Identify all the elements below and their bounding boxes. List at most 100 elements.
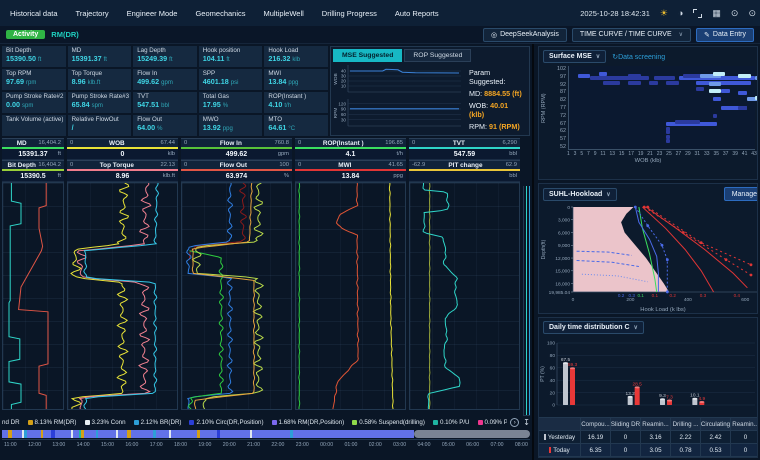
- table-header-cell: Drilling ...: [671, 418, 701, 431]
- heatmap-xtick: 43: [751, 151, 757, 157]
- timeline-segment: [41, 430, 43, 438]
- metric-label: MD: [71, 47, 82, 54]
- right-area: Surface MSE ∨ ↻Data screening RPM (RPM) 1…: [532, 44, 760, 460]
- track-4: 0 ROP(Instant ) 196.85 4.1 t/h 0 MWI 41.65 13.84…: [295, 138, 406, 416]
- track-plot: [295, 182, 406, 410]
- metric-unit: ft: [103, 57, 107, 63]
- time-tick-label: 07:00: [490, 442, 504, 448]
- timeline-scrollbar[interactable]: [414, 430, 530, 438]
- time-tick-label: 04:00: [417, 442, 431, 448]
- curve-value: 15391.37: [18, 150, 48, 158]
- hookload-chart: 0 3,000 6,000 9,000 12,000 15,000 18,000 19,985…: [539, 204, 757, 306]
- track-gutter: [523, 186, 530, 416]
- heatmap-ytick: 87: [560, 89, 566, 96]
- metric-cell: SPP 4601.18 psi: [198, 69, 263, 90]
- apps-icon[interactable]: ▦: [712, 7, 721, 18]
- svg-text:0.2: 0.2: [618, 293, 625, 298]
- theme-icon[interactable]: ◑: [677, 7, 684, 18]
- svg-text:60: 60: [341, 112, 347, 117]
- timeline-segment: [200, 430, 217, 438]
- tab-rop-suggested[interactable]: ROP Suggested: [404, 49, 472, 62]
- download-icon[interactable]: ↧: [523, 418, 530, 427]
- param-value: 8884.55 (ft): [484, 89, 522, 98]
- manage-button[interactable]: Manage: [723, 187, 757, 201]
- track-value-row: bbl: [409, 171, 520, 182]
- heatmap-cell: [738, 90, 747, 95]
- metric-label: MTO: [268, 116, 283, 123]
- curve-unit: gpm: [277, 151, 289, 157]
- surface-mse-select[interactable]: Surface MSE ∨: [543, 50, 607, 63]
- svg-text:30: 30: [341, 117, 347, 122]
- daily-time-chart: 0 20 40 60 80 100 PT (%) 67.5 59.3 13.2 28.5 9.3 7.3…: [539, 337, 757, 415]
- metric-unit: t/h: [284, 103, 292, 109]
- heatmap-cell: [666, 127, 671, 132]
- tab-mse-suggested[interactable]: MSE Suggested: [333, 49, 403, 62]
- metric-cell: Hook position 104.11 ft: [198, 46, 263, 67]
- daily-time-panel: Daily time distribution C ∨ 0 20 40 60 80 100 P…: [538, 317, 758, 458]
- data-entry-button[interactable]: ✎ Data Entry: [696, 27, 754, 42]
- datetime: 2025-10-28 18:42:31: [580, 8, 650, 18]
- svg-text:15,000: 15,000: [555, 269, 570, 275]
- timeline-segment: [290, 430, 293, 438]
- svg-text:600: 600: [741, 297, 749, 303]
- profile-icon[interactable]: ⊙: [730, 7, 739, 18]
- time-tick-label: 05:00: [441, 442, 455, 448]
- metric-value: 4601.18 psi: [202, 77, 239, 86]
- metric-value: 15391.37 ft: [71, 54, 107, 63]
- nav-item-historical-data[interactable]: Historical data: [10, 8, 58, 18]
- metric-value: 13.92 ppg: [202, 123, 233, 132]
- time-tick-label: 08:00: [514, 442, 528, 448]
- legend-item: 2.10% Circ(DR,Position): [189, 419, 264, 426]
- metric-value: 8.96 klb.ft: [71, 77, 101, 86]
- hookload-select[interactable]: SUHL-Hookload ∨: [543, 187, 617, 201]
- suggested-param: WOB: 40.01 (klb): [469, 101, 525, 119]
- scale-max: 6,290: [502, 140, 517, 146]
- scale-min: 0: [184, 162, 188, 168]
- curve-mode-select[interactable]: TIME CURVE / TIME CURVE ∨: [571, 27, 692, 42]
- track-plot: [67, 182, 178, 410]
- nav-item-engineer-mode[interactable]: Engineer Mode: [126, 8, 178, 18]
- svg-text:28.5: 28.5: [632, 381, 642, 387]
- heatmap-xtick: 23: [656, 151, 663, 157]
- deepseek-analysis-button[interactable]: ◎ DeepSeekAnalysis: [482, 27, 567, 42]
- toolbar-actions: ◎ DeepSeekAnalysis TIME CURVE / TIME CUR…: [482, 27, 754, 42]
- daily-time-select[interactable]: Daily time distribution C ∨: [543, 321, 644, 334]
- curve-name: Top Torque: [99, 161, 134, 169]
- metric-label: Pump Stroke Rate#3: [71, 93, 130, 100]
- nav-item-multiplewell[interactable]: MultipleWell: [263, 8, 304, 18]
- table-row-label: Today: [539, 444, 581, 457]
- svg-text:20: 20: [341, 79, 347, 84]
- time-tick-label: 22:00: [271, 442, 285, 448]
- nav-item-geomechanics[interactable]: Geomechanics: [195, 8, 246, 18]
- pencil-icon: ✎: [704, 31, 710, 39]
- curve-name: PIT change: [448, 161, 483, 169]
- track-scale-row: Bit Depth 16,404.2: [2, 160, 64, 171]
- heatmap-xtick: 11: [600, 151, 606, 157]
- brightness-icon[interactable]: ☀: [659, 7, 668, 18]
- svg-text:4.9: 4.9: [698, 396, 705, 402]
- metric-label: Lag Depth: [137, 47, 166, 54]
- fullscreen-icon[interactable]: [693, 8, 703, 18]
- metric-cell: MD 15391.37 ft: [67, 46, 132, 67]
- timeline-segment: [8, 430, 12, 438]
- metric-value: 499.62 gpm: [137, 77, 173, 86]
- svg-text:0.3: 0.3: [700, 293, 707, 298]
- timeline-segment: [293, 430, 338, 438]
- heatmap-cell: [649, 80, 658, 85]
- scale-min: 0: [298, 162, 302, 168]
- heatmap-cell: [738, 105, 747, 110]
- timeline-segment: [338, 430, 414, 438]
- svg-text:PT (%): PT (%): [540, 366, 546, 382]
- table-cell: 3.16: [641, 431, 671, 444]
- scale-min: 0: [70, 140, 74, 146]
- table-cell: 3.05: [641, 444, 671, 457]
- more-icon[interactable]: ⊙: [748, 7, 756, 18]
- expand-legend-icon[interactable]: ›: [510, 418, 520, 427]
- nav-item-auto-reports[interactable]: Auto Reports: [394, 8, 439, 18]
- heatmap-cell: [683, 74, 709, 78]
- curve-name: Flow Out: [219, 161, 247, 169]
- nav-item-drilling-progress[interactable]: Drilling Progress: [321, 8, 377, 18]
- nav-item-trajectory[interactable]: Trajectory: [75, 8, 109, 18]
- data-screening-link[interactable]: ↻Data screening: [612, 53, 666, 61]
- scale-max: 196.85: [385, 140, 403, 146]
